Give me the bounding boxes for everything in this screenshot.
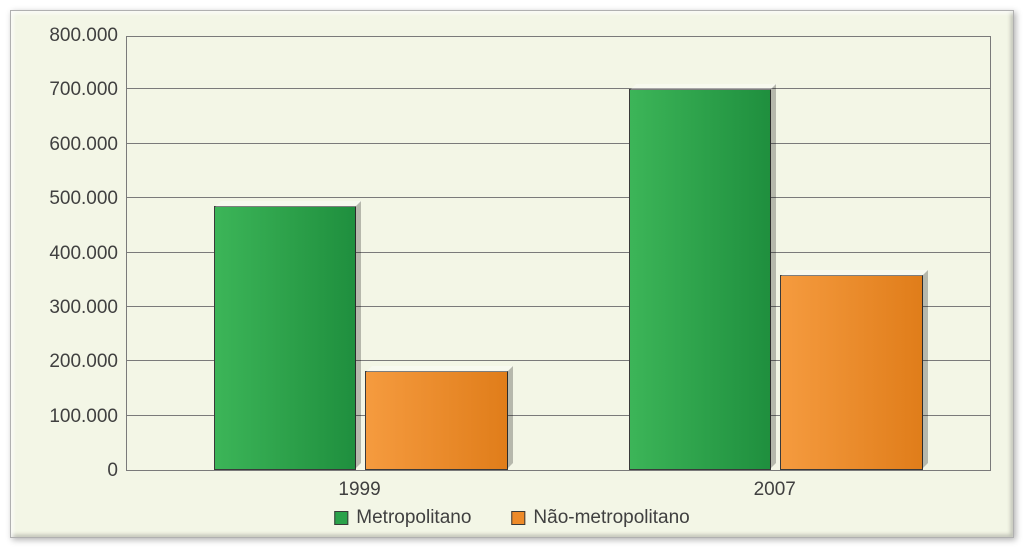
- legend-label: Metropolitano: [356, 507, 471, 529]
- grid-line: [127, 88, 990, 89]
- y-tick-3: 300.000: [18, 297, 118, 319]
- bar-2007-nao-metropolitano: [780, 275, 923, 470]
- y-tick-1: 100.000: [18, 406, 118, 428]
- y-tick-8: 800.000: [18, 25, 118, 47]
- legend-item-nao-metropolitano: Não-metropolitano: [511, 507, 689, 529]
- legend-item-metropolitano: Metropolitano: [334, 507, 471, 529]
- bar-1999-metropolitano: [214, 206, 357, 470]
- y-tick-2: 200.000: [18, 351, 118, 373]
- y-tick-4: 400.000: [18, 243, 118, 265]
- chart-outer-frame: 0 100.000 200.000 300.000 400.000 500.00…: [0, 0, 1024, 548]
- bar-2007-metropolitano: [629, 89, 772, 470]
- legend-label: Não-metropolitano: [533, 507, 689, 529]
- legend: Metropolitano Não-metropolitano: [334, 507, 689, 529]
- legend-swatch-icon: [511, 511, 525, 525]
- y-tick-5: 500.000: [18, 188, 118, 210]
- x-tick-1999: 1999: [338, 479, 380, 501]
- grid-line: [127, 197, 990, 198]
- x-tick-2007: 2007: [754, 479, 796, 501]
- bar-1999-nao-metropolitano: [365, 371, 508, 470]
- y-tick-6: 600.000: [18, 134, 118, 156]
- chart-inner-frame: 0 100.000 200.000 300.000 400.000 500.00…: [10, 10, 1014, 538]
- plot-area: [126, 36, 991, 471]
- grid-line: [127, 143, 990, 144]
- y-tick-0: 0: [18, 460, 118, 482]
- y-tick-7: 700.000: [18, 79, 118, 101]
- legend-swatch-icon: [334, 511, 348, 525]
